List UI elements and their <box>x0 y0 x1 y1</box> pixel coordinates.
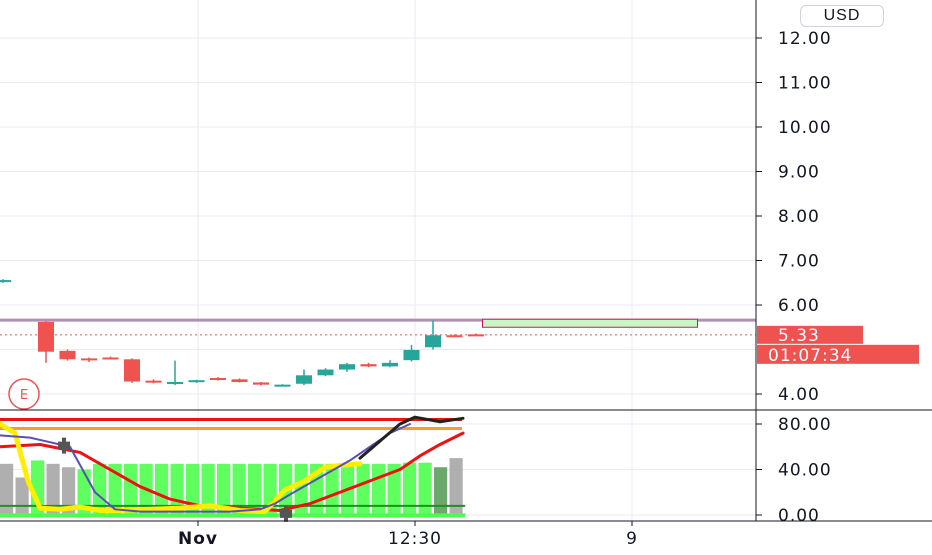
candle-up <box>382 362 398 367</box>
oscillator-bar <box>93 463 107 516</box>
currency-button[interactable]: USD <box>800 5 884 27</box>
candle-up <box>167 381 183 384</box>
price-tick-label: 7.00 <box>778 252 820 272</box>
oscillator-bar <box>434 467 448 516</box>
oscillator-bar <box>372 463 386 516</box>
time-tick-label: 9 <box>626 529 638 549</box>
candle-up <box>317 369 334 376</box>
oscillator-marker-stem <box>62 437 66 454</box>
price-tick-label: 8.00 <box>778 207 820 227</box>
price-tick-label: 4.00 <box>778 385 820 405</box>
earnings-label: E <box>20 388 28 403</box>
oscillator-bar <box>449 458 463 516</box>
candle-down <box>210 377 226 380</box>
candle-up <box>296 375 312 384</box>
oscillator-bar <box>232 463 246 516</box>
candle-down <box>360 364 377 367</box>
oscillator-tick-label: 0.00 <box>778 506 820 526</box>
oscillator-bar <box>248 463 262 516</box>
oscillator-bar <box>403 462 417 516</box>
oscillator-bar <box>31 460 45 516</box>
candle-down <box>446 335 463 338</box>
price-tick-label: 12.00 <box>778 29 832 49</box>
oscillator-bar <box>62 467 76 516</box>
countdown-label: 01:07:34 <box>768 346 852 366</box>
candle-up <box>403 349 420 361</box>
earnings-marker: E <box>8 378 40 410</box>
time-tick-label: 12:30 <box>388 529 442 549</box>
candle-down <box>231 379 248 382</box>
oscillator-bar <box>294 463 308 516</box>
price-tick-label: 10.00 <box>778 118 832 138</box>
candle-up <box>188 380 205 383</box>
oscillator-bar <box>77 469 91 516</box>
oscillator-bar <box>124 463 138 516</box>
time-tick-label: Nov <box>178 529 218 549</box>
candle-up <box>425 335 441 348</box>
price-panel: E <box>0 279 756 410</box>
oscillator-bar <box>418 462 432 516</box>
oscillator-bar <box>217 463 231 516</box>
oscillator-line-yellow <box>0 421 363 515</box>
current-price-label: 5.33 <box>778 326 820 346</box>
oscillator-bar <box>0 463 14 516</box>
oscillator-panel <box>0 415 465 522</box>
candle-down <box>81 358 97 361</box>
candle-down <box>253 382 269 385</box>
current-price-badge <box>757 325 863 344</box>
earnings-badge <box>8 378 40 410</box>
oscillator-tick-label: 80.00 <box>778 415 832 435</box>
oscillator-bar <box>108 463 122 516</box>
oscillator-bar <box>387 463 401 516</box>
candle-down <box>59 350 76 360</box>
price-tick-label: 11.00 <box>778 74 832 94</box>
countdown-badge <box>757 344 919 364</box>
price-tick-label: 9.00 <box>778 163 820 183</box>
candle-down <box>468 334 484 337</box>
oscillator-bar <box>356 463 370 516</box>
oscillator-bar <box>155 463 169 516</box>
candle-down <box>38 321 54 352</box>
oscillator-marker-stem <box>284 505 288 522</box>
oscillator-bar <box>325 463 339 516</box>
candle-down <box>145 380 162 383</box>
oscillator-bar <box>46 463 60 516</box>
projection-zone <box>482 318 698 328</box>
oscillator-bar <box>201 463 215 516</box>
oscillator-tick-label: 40.00 <box>778 461 832 481</box>
price-tick-label: 6.00 <box>778 296 820 316</box>
candle-up <box>339 364 355 370</box>
candle-down <box>124 359 140 382</box>
candle-up <box>0 280 11 283</box>
oscillator-line-black <box>358 415 465 460</box>
candle-down <box>102 357 119 360</box>
candle-up <box>274 384 291 387</box>
